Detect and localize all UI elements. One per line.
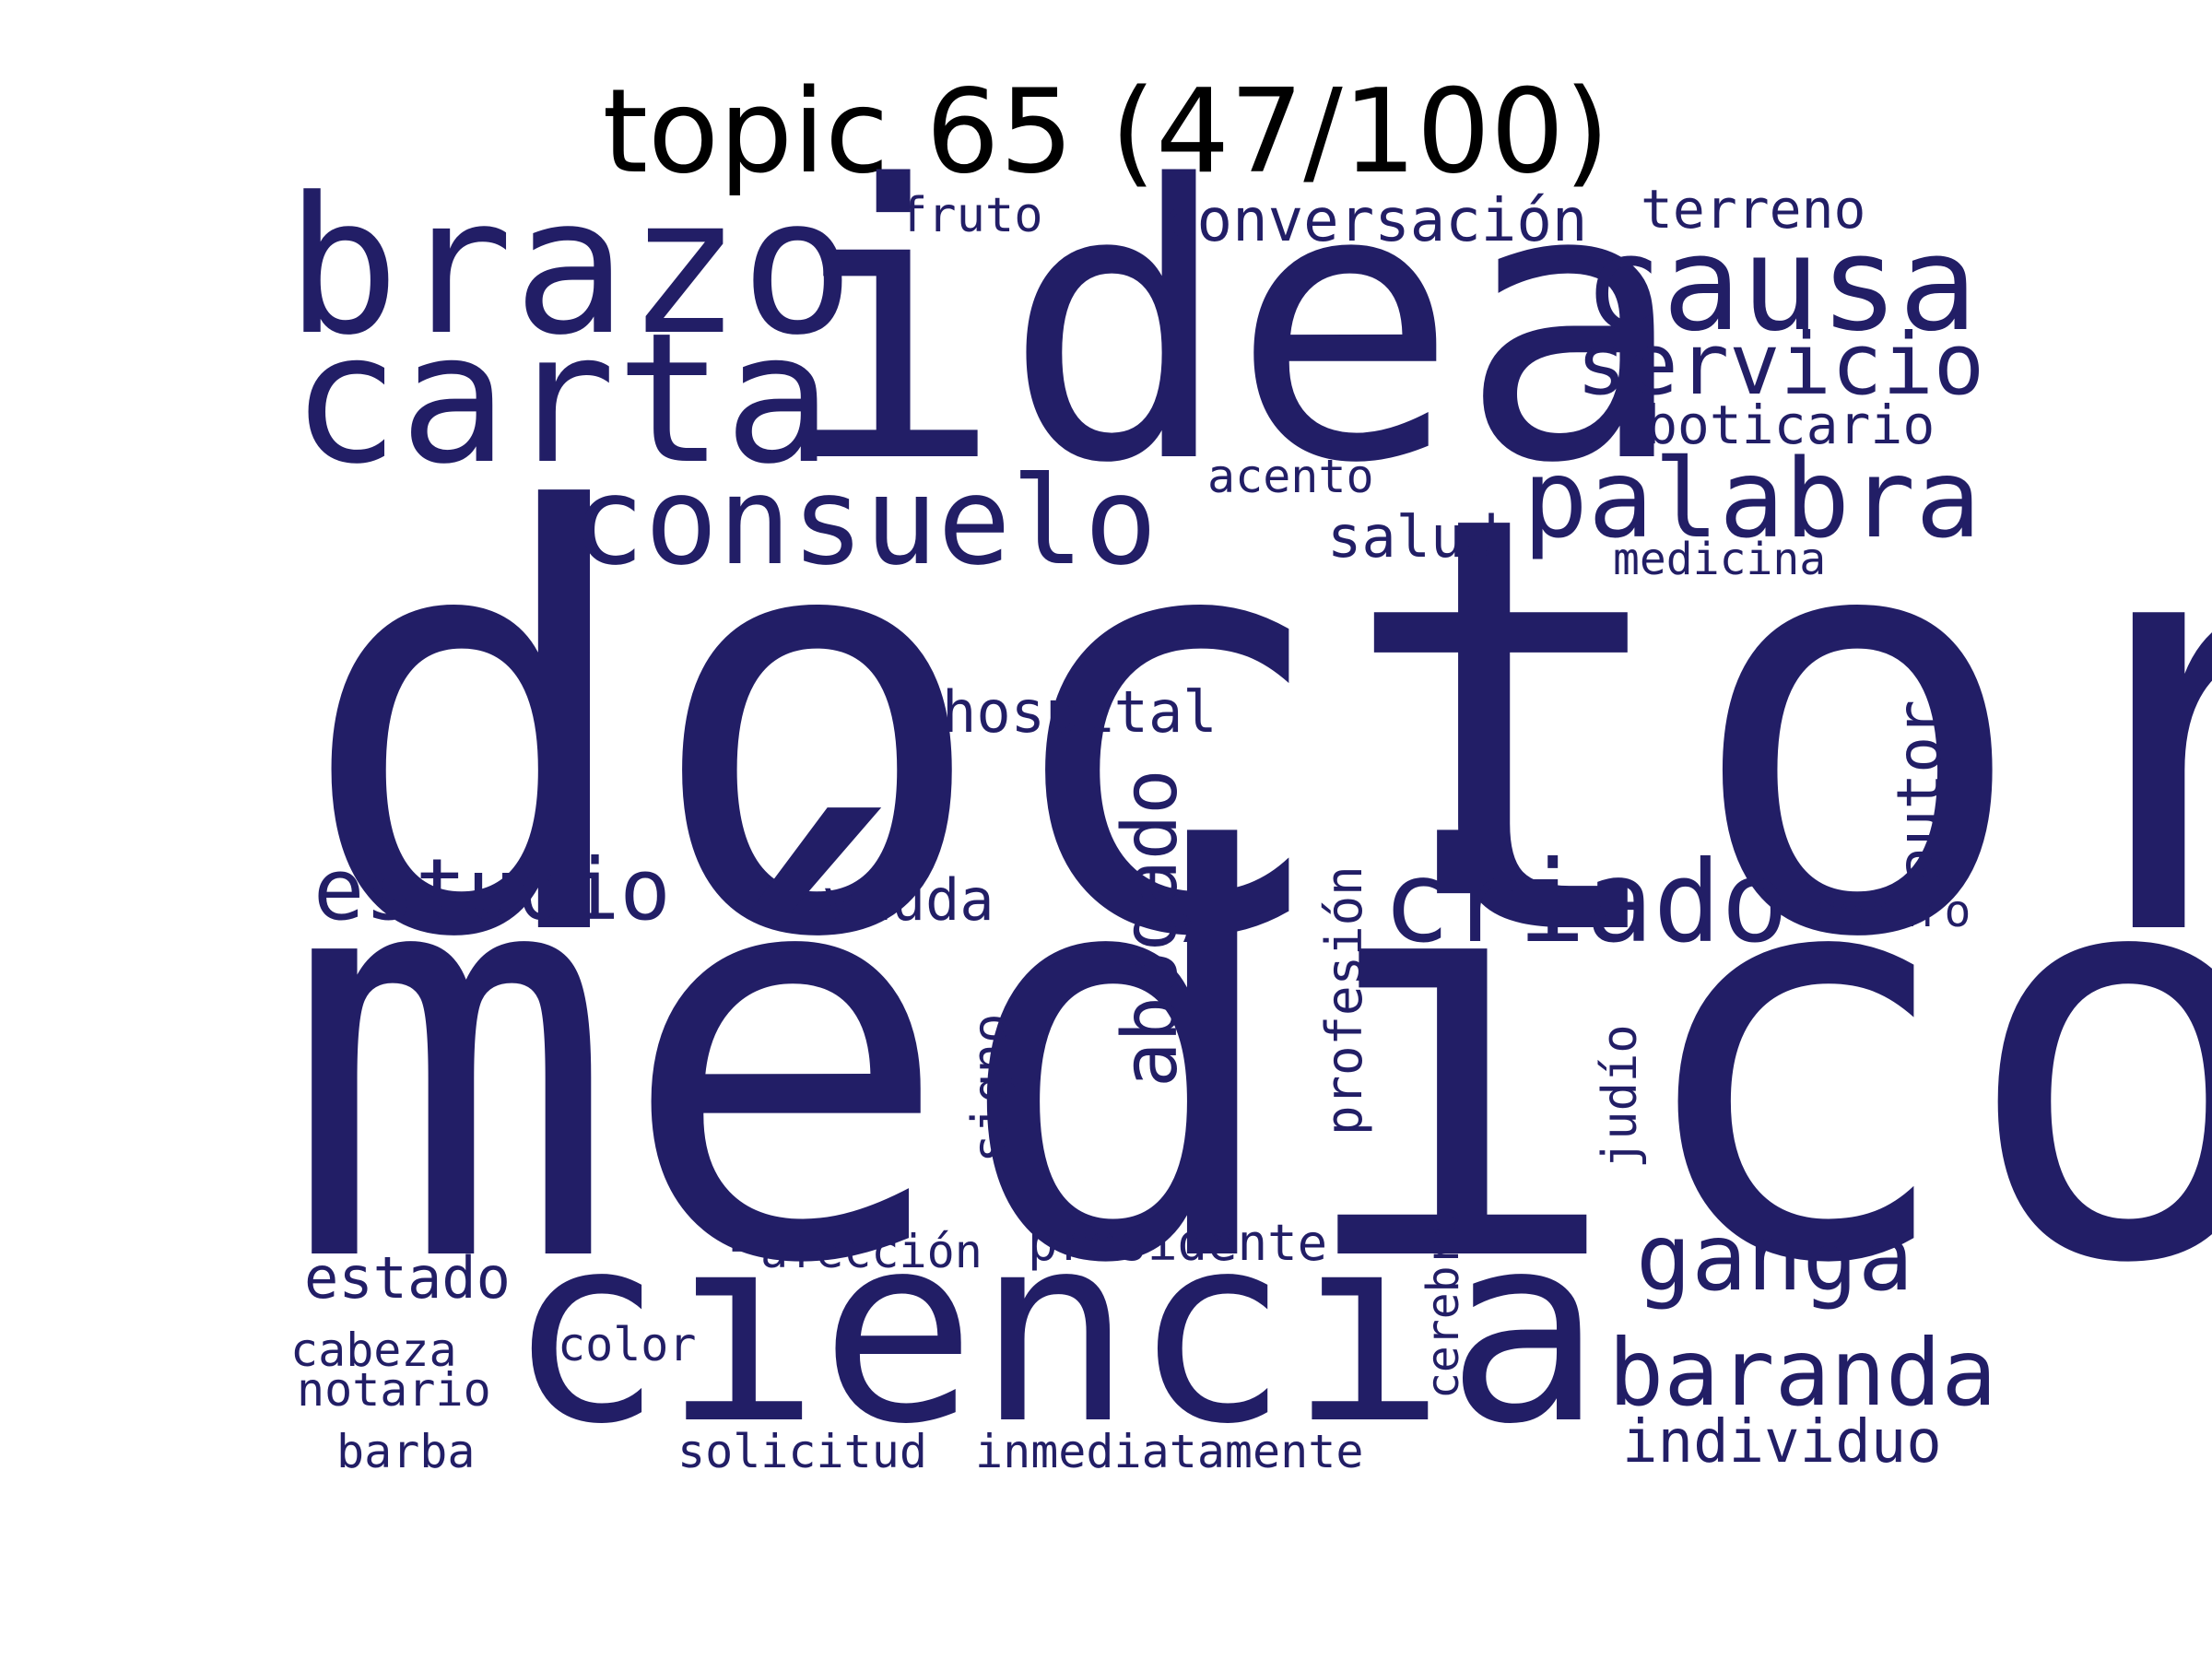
word-viuda: viuda — [822, 866, 994, 934]
word-causa: causa — [1583, 208, 1978, 360]
word-salud: salud — [1327, 503, 1500, 571]
word-solicitud: solicitud — [677, 1425, 927, 1478]
word-autor: autor — [1884, 700, 1955, 883]
word-acento: acento — [1207, 450, 1374, 503]
word-terreno: terreno — [1641, 178, 1866, 241]
word-conversacion: conversación — [1161, 187, 1588, 255]
word-consuelo: consuelo — [571, 451, 1158, 593]
word-baranda: baranda — [1608, 1319, 1997, 1427]
word-abogado: abogado — [1107, 769, 1194, 1088]
word-centro: centro — [1811, 886, 1971, 937]
word-inmediatamente: inmediatamente — [975, 1425, 1364, 1478]
word-boticario: boticario — [1645, 394, 1936, 456]
word-estudio: estudio — [313, 841, 671, 939]
word-palabra: palabra — [1523, 435, 1982, 562]
word-criado: criado — [1382, 837, 1789, 968]
word-carta: carta — [291, 294, 832, 503]
word-cabeza: cabeza — [290, 1324, 457, 1377]
word-barba: barba — [336, 1425, 476, 1478]
word-signo: signo — [961, 1013, 1019, 1163]
word-ganga: ganga — [1636, 1204, 1914, 1312]
word-judio: judío — [1593, 1024, 1648, 1169]
word-idea: idea — [776, 105, 1687, 546]
chart-title: topic 65 (47/100) — [602, 64, 1610, 199]
word-afeccion: afección — [760, 1225, 982, 1278]
word-cerebro: cerebro — [1418, 1212, 1469, 1399]
word-fruto: fruto — [899, 188, 1043, 243]
word-ciencia: ciencia — [507, 1178, 1603, 1481]
word-brazo: brazo — [286, 158, 855, 377]
word-medicina: medicina — [1613, 534, 1827, 585]
word-profesion: profesión — [1315, 865, 1373, 1135]
word-hospital: hospital — [942, 678, 1218, 746]
word-notario: notario — [297, 1363, 491, 1417]
word-color: color — [558, 1318, 697, 1371]
word-individuo: individuo — [1622, 1408, 1942, 1477]
word-servicio: servicio — [1576, 315, 1985, 414]
word-doctor: doctor — [297, 394, 2212, 1064]
word-estado: estado — [304, 1244, 511, 1312]
word-presidente: presidente — [1028, 1214, 1328, 1272]
word-medico: médico — [282, 735, 2212, 1385]
